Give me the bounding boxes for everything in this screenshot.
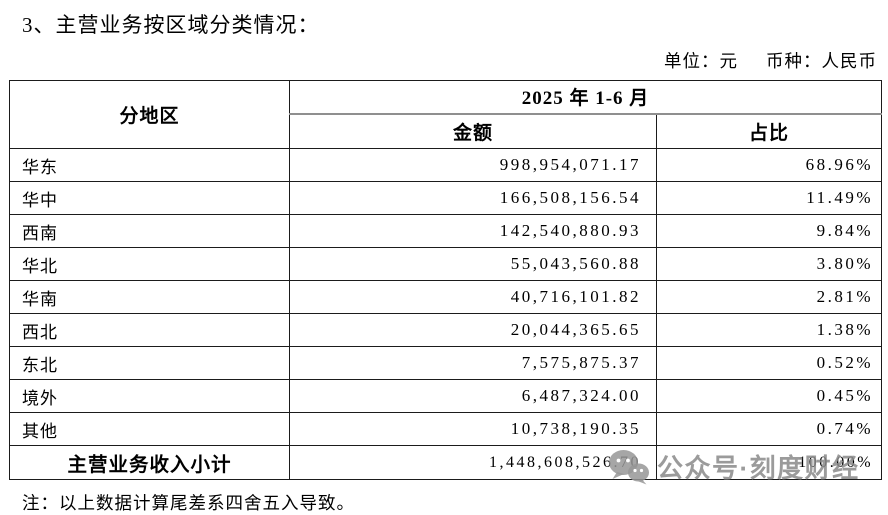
percent-cell: 0.74% — [655, 412, 883, 446]
header-period: 2025 年 1-6 月 — [288, 80, 883, 115]
table-body: 华东 998,954,071.17 68.96% 华中 166,508,156.54 11… — [9, 148, 883, 446]
amount-cell: 6,487,324.00 — [289, 379, 657, 413]
region-cell: 华中 — [9, 181, 290, 215]
percent-cell: 0.45% — [655, 379, 883, 413]
table-row: 华中 166,508,156.54 11.49% — [9, 181, 883, 215]
region-cell: 境外 — [9, 379, 290, 413]
percent-cell: 0.52% — [655, 346, 883, 380]
wechat-icon — [608, 449, 650, 485]
section-title: 3、主营业务按区域分类情况： — [22, 13, 320, 37]
table-row: 境外 6,487,324.00 0.45% — [9, 379, 883, 413]
percent-cell: 3.80% — [655, 247, 883, 281]
percent-cell: 2.81% — [655, 280, 883, 314]
currency-label: 币种：人民币 — [766, 51, 877, 71]
region-cell: 华北 — [9, 247, 290, 281]
amount-cell: 142,540,880.93 — [289, 214, 657, 248]
percent-cell: 1.38% — [655, 313, 883, 347]
table-row: 华北 55,043,560.88 3.80% — [9, 247, 883, 281]
unit-label: 单位：元 — [664, 51, 738, 71]
region-cell: 华南 — [9, 280, 290, 314]
amount-cell: 166,508,156.54 — [289, 181, 657, 215]
table-header: 分地区 2025 年 1-6 月 金额 占比 — [9, 80, 883, 149]
region-revenue-table: 分地区 2025 年 1-6 月 金额 占比 华东 998,954,071.17 6… — [9, 80, 883, 480]
table-row: 华东 998,954,071.17 68.96% — [9, 148, 883, 182]
amount-cell: 40,716,101.82 — [289, 280, 657, 314]
percent-cell: 68.96% — [655, 148, 883, 182]
percent-cell: 11.49% — [655, 181, 883, 215]
amount-cell: 7,575,875.37 — [289, 346, 657, 380]
amount-cell: 10,738,190.35 — [289, 412, 657, 446]
percent-cell: 9.84% — [655, 214, 883, 248]
watermark-text: 公众号·刻度财经 — [657, 453, 860, 483]
region-cell: 西南 — [9, 214, 290, 248]
region-cell: 其他 — [9, 412, 290, 446]
total-amount-cell: 1,448,608,526.70 — [289, 445, 657, 480]
table-row: 东北 7,575,875.37 0.52% — [9, 346, 883, 380]
region-cell: 西北 — [9, 313, 290, 347]
amount-cell: 20,044,365.65 — [289, 313, 657, 347]
table-row: 其他 10,738,190.35 0.74% — [9, 412, 883, 446]
region-cell: 东北 — [9, 346, 290, 380]
footnote: 注：以上数据计算尾差系四舍五入导致。 — [22, 493, 355, 513]
amount-cell: 55,043,560.88 — [289, 247, 657, 281]
header-percent: 占比 — [655, 113, 883, 149]
region-cell: 华东 — [9, 148, 290, 182]
table-row: 华南 40,716,101.82 2.81% — [9, 280, 883, 314]
watermark: 公众号·刻度财经 — [608, 448, 860, 485]
unit-line: 单位：元 币种：人民币 — [0, 48, 888, 73]
header-region: 分地区 — [9, 80, 290, 149]
total-label: 主营业务收入小计 — [9, 445, 290, 480]
total-row: 主营业务收入小计 1,448,608,526.70 100.00% — [9, 445, 883, 480]
table-row: 西南 142,540,880.93 9.84% — [9, 214, 883, 248]
amount-cell: 998,954,071.17 — [289, 148, 657, 182]
header-amount: 金额 — [289, 113, 657, 149]
table-row: 西北 20,044,365.65 1.38% — [9, 313, 883, 347]
total-percent-cell: 100.00% — [655, 445, 883, 480]
